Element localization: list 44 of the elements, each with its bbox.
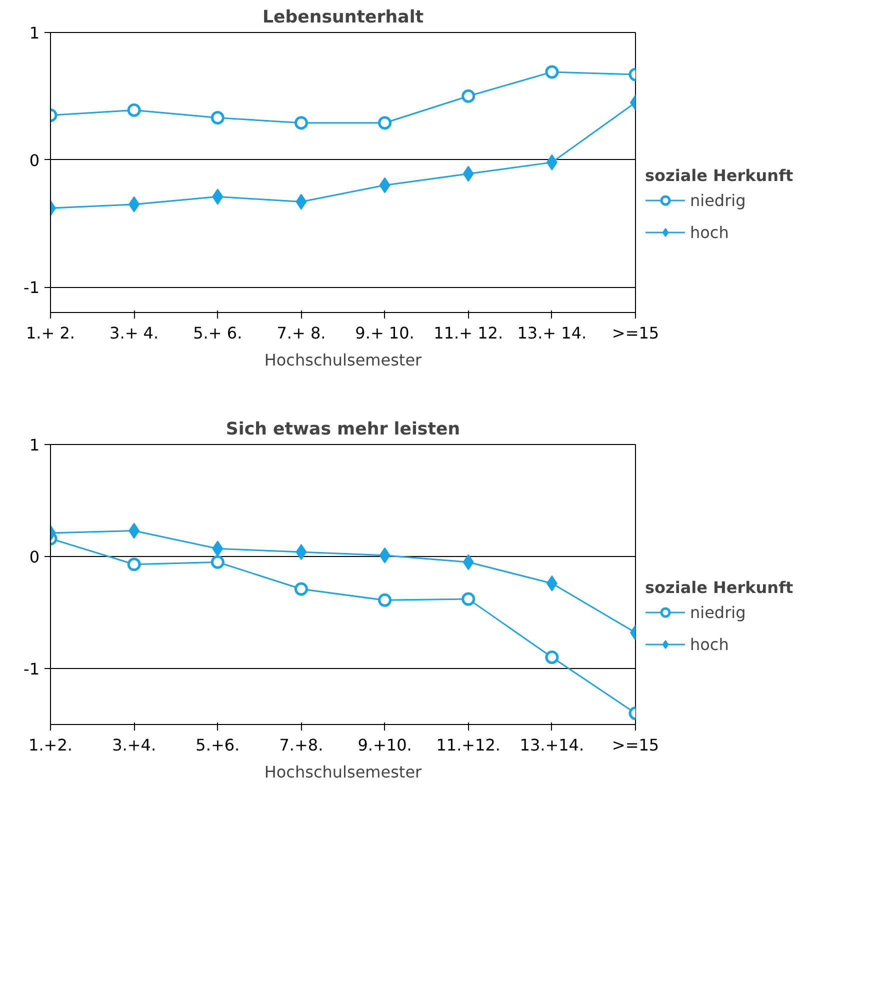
chart-title: Lebensunterhalt <box>262 8 424 28</box>
point <box>127 103 141 117</box>
point <box>545 650 559 664</box>
x-tick-label: 3.+ 4. <box>110 324 159 342</box>
point <box>378 116 392 130</box>
legend-label: hoch <box>690 634 729 654</box>
point <box>210 111 224 125</box>
x-tick-label: 1.+ 2. <box>26 324 76 342</box>
point <box>294 116 308 130</box>
point <box>462 592 476 606</box>
x-tick-label: 9.+10. <box>358 736 412 754</box>
point <box>294 582 308 596</box>
x-axis-title: Hochschulsemester <box>264 762 422 782</box>
y-tick-label: 1 <box>29 436 40 454</box>
point <box>462 89 476 103</box>
y-tick-label: -1 <box>24 278 40 298</box>
y-tick-label: 0 <box>29 150 40 170</box>
x-axis-title: Hochschulsemester <box>264 350 422 370</box>
legend-title: soziale Herkunft <box>645 166 794 185</box>
point <box>545 65 559 79</box>
x-tick-label: 13.+ 14. <box>517 324 587 342</box>
y-tick-label: 0 <box>29 548 40 566</box>
x-tick-label: 7.+ 8. <box>276 324 326 342</box>
point <box>378 593 392 607</box>
legend-label: niedrig <box>690 602 746 622</box>
y-tick-label: 1 <box>29 24 40 42</box>
legend-label: hoch <box>690 222 729 242</box>
x-tick-label: 1.+2. <box>28 736 72 754</box>
x-tick-label: 5.+6. <box>196 736 240 754</box>
x-tick-label: 11.+ 12. <box>434 324 504 342</box>
x-tick-label: 5.+ 6. <box>193 324 242 342</box>
x-tick-label: >=15 <box>612 324 660 342</box>
x-tick-label: 9.+ 10. <box>355 324 414 342</box>
x-tick-label: >=15 <box>612 736 660 754</box>
x-tick-label: 7.+8. <box>279 736 324 754</box>
point <box>210 555 224 569</box>
point <box>127 558 141 572</box>
x-tick-label: 11.+12. <box>436 736 501 754</box>
x-tick-label: 3.+4. <box>112 736 156 754</box>
y-tick-label: -1 <box>24 660 40 678</box>
x-tick-label: 13.+14. <box>520 736 584 754</box>
legend-title: soziale Herkunft <box>645 578 794 597</box>
chart-title: Sich etwas mehr leisten <box>226 420 460 440</box>
legend-label: niedrig <box>690 190 746 210</box>
